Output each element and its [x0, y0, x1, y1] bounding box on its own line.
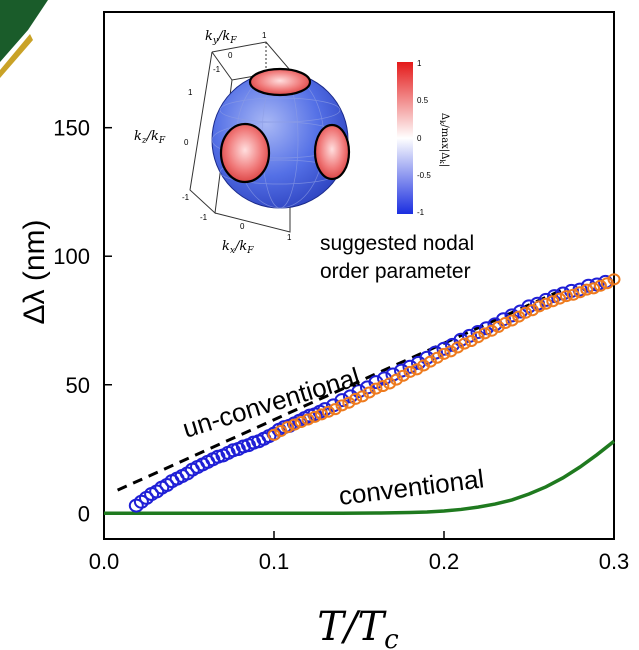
colorbar-tick: 0.5 — [417, 96, 429, 105]
x-tick-label: 0.2 — [429, 549, 460, 574]
orange-data-point — [287, 418, 301, 431]
y-axis-title: Δλ (nm) — [18, 219, 51, 324]
orange-data-point — [539, 297, 553, 310]
orange-data-point — [553, 292, 567, 305]
blue-data-point — [368, 375, 384, 390]
x-tick-label: 0.0 — [89, 549, 120, 574]
colorbar-tick: -1 — [417, 208, 425, 217]
colorbar-tick: 1 — [417, 59, 422, 68]
plot-frame — [103, 11, 615, 540]
inset-caption-line1: suggested nodal — [320, 232, 474, 255]
orange-data-point — [369, 382, 383, 395]
orange-data-point — [321, 405, 335, 418]
inset-ky-tick: -1 — [213, 65, 221, 74]
orange-data-points — [267, 273, 621, 441]
colorbar-tick: 0 — [417, 134, 422, 143]
inset: ky/kF kz/kF kx/kF -1 0 1 -1 0 1 -1 0 1 1… — [134, 29, 474, 283]
conventional-label: conventional — [337, 463, 486, 511]
orange-data-point — [437, 347, 451, 360]
inset-kz-tick: -1 — [182, 193, 190, 202]
corner-badge-stripe — [0, 34, 33, 78]
orange-data-point — [478, 327, 492, 340]
blue-data-point — [538, 292, 554, 307]
orange-data-point — [498, 317, 512, 330]
inset-ky-label: ky/kF — [205, 29, 237, 46]
unconventional-line-group — [116, 288, 564, 492]
y-tick-label: 150 — [53, 116, 90, 141]
inset-kx-label: kx/kF — [222, 239, 254, 256]
orange-data-point — [559, 290, 573, 303]
orange-data-point — [308, 410, 322, 423]
blue-data-point — [334, 393, 350, 408]
orange-data-point — [607, 273, 621, 286]
orange-data-point — [532, 300, 546, 313]
inset-kz-tick: 1 — [188, 88, 193, 97]
inset-colorbar — [397, 62, 413, 214]
y-tick-label: 0 — [78, 501, 90, 526]
x-axis-ticks: 0.0 0.1 0.2 0.3 — [89, 531, 630, 574]
orange-data-point — [301, 413, 315, 426]
blue-data-point — [504, 308, 520, 323]
orange-data-point — [546, 295, 560, 308]
svg-text:Δλ (nm): Δλ (nm) — [18, 219, 51, 324]
inset-lobe-top — [248, 67, 312, 97]
orange-data-point — [281, 421, 295, 434]
orange-data-point — [349, 392, 363, 405]
orange-data-point — [376, 380, 390, 393]
orange-data-point — [593, 279, 607, 292]
orange-data-point — [587, 282, 601, 295]
inset-kx-tick: 0 — [240, 222, 245, 231]
corner-badge — [0, 0, 48, 62]
conventional-curve — [104, 439, 616, 516]
y-tick-label: 100 — [53, 244, 90, 269]
unconventional-line — [116, 288, 564, 492]
blue-data-point — [470, 325, 486, 340]
x-tick-label: 0.1 — [259, 549, 290, 574]
orange-data-point — [566, 288, 580, 301]
colorbar-label: Δk/max|Δk| — [438, 113, 450, 167]
inset-lobe-right — [313, 123, 351, 181]
inset-kx-tick: 1 — [287, 233, 292, 242]
orange-data-point — [457, 337, 471, 350]
inset-lobe-left — [219, 122, 271, 184]
inset-kz-tick: 0 — [184, 138, 189, 147]
inset-ky-tick: 0 — [228, 51, 233, 60]
orange-data-point — [403, 365, 417, 378]
inset-caption-line2: order parameter — [320, 260, 471, 283]
inset-kz-label: kz/kF — [134, 129, 166, 146]
orange-data-point — [573, 286, 587, 299]
orange-data-point — [335, 399, 349, 412]
y-axis-ticks: 0 50 100 150 — [53, 116, 112, 526]
x-tick-label: 0.3 — [599, 549, 630, 574]
svg-text:Δk/max|Δk|: Δk/max|Δk| — [438, 113, 450, 167]
colorbar-tick: -0.5 — [417, 171, 431, 180]
conventional-curve-group — [104, 439, 616, 516]
inset-kx-tick: -1 — [200, 213, 208, 222]
orange-data-point — [294, 416, 308, 429]
inset-ky-tick: 1 — [262, 31, 267, 40]
orange-data-point — [315, 408, 329, 421]
orange-data-point — [519, 306, 533, 319]
blue-data-point — [402, 359, 418, 374]
x-axis-title: T/Tc — [317, 604, 399, 650]
blue-data-point — [436, 341, 452, 356]
y-tick-label: 50 — [66, 373, 90, 398]
orange-data-point — [580, 283, 594, 296]
